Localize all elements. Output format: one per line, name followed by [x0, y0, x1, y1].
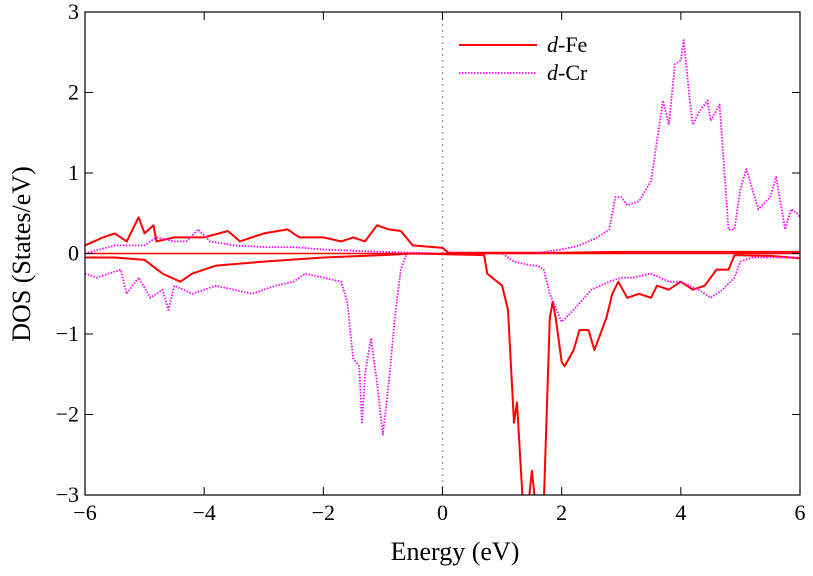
y-tick-label: 1 — [68, 160, 79, 185]
x-tick-label: −6 — [73, 500, 96, 525]
axis-ticks: −6 −4 −2 0 2 4 6 −3 −2 −1 0 1 2 3 — [56, 0, 806, 525]
series-line-d-Fe-down — [85, 252, 800, 495]
x-tick-label: 6 — [795, 500, 806, 525]
y-tick-label: 3 — [68, 0, 79, 24]
series-line-d-Cr-up — [85, 39, 800, 255]
series-line-d-Fe-up — [85, 216, 800, 254]
y-tick-label: −1 — [56, 321, 79, 346]
plot-marks — [85, 12, 800, 495]
legend-label: d-Cr — [547, 60, 588, 85]
x-tick-label: −4 — [192, 500, 215, 525]
y-tick-label: 2 — [68, 80, 79, 105]
series-line-d-Cr-down — [85, 252, 800, 436]
legend: d-Fe d-Cr — [459, 32, 588, 85]
x-tick-label: 2 — [556, 500, 567, 525]
y-tick-label: −3 — [56, 482, 79, 507]
y-axis-label: DOS (States/eV) — [7, 166, 36, 341]
legend-label: d-Fe — [547, 32, 587, 57]
x-axis-label: Energy (eV) — [391, 537, 520, 566]
x-tick-label: 4 — [675, 500, 686, 525]
y-tick-label: 0 — [68, 241, 79, 266]
y-tick-label: −2 — [56, 402, 79, 427]
x-tick-label: 0 — [437, 500, 448, 525]
x-tick-label: −2 — [312, 500, 335, 525]
